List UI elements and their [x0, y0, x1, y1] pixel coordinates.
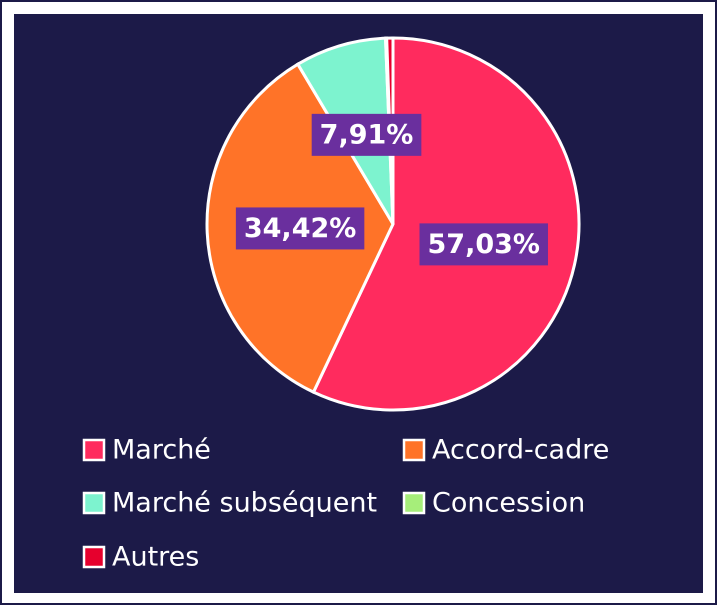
data-label-box	[235, 207, 365, 250]
legend-swatch	[82, 491, 106, 515]
data-label: 34,42%	[244, 213, 356, 244]
legend-label: Accord-cadre	[432, 435, 609, 466]
data-label: 7,91%	[320, 119, 414, 150]
legend-label: Concession	[432, 488, 585, 519]
legend-swatch	[402, 491, 426, 515]
data-label: 57,03%	[428, 229, 540, 260]
data-label-box	[311, 113, 422, 156]
legend-label: Marché subséquent	[112, 488, 377, 519]
legend-label: Marché	[112, 435, 211, 466]
legend-swatch	[82, 545, 106, 569]
legend-swatch	[82, 438, 106, 462]
legend-label: Autres	[112, 542, 199, 573]
data-label-box	[419, 223, 548, 266]
legend-swatch	[402, 438, 426, 462]
